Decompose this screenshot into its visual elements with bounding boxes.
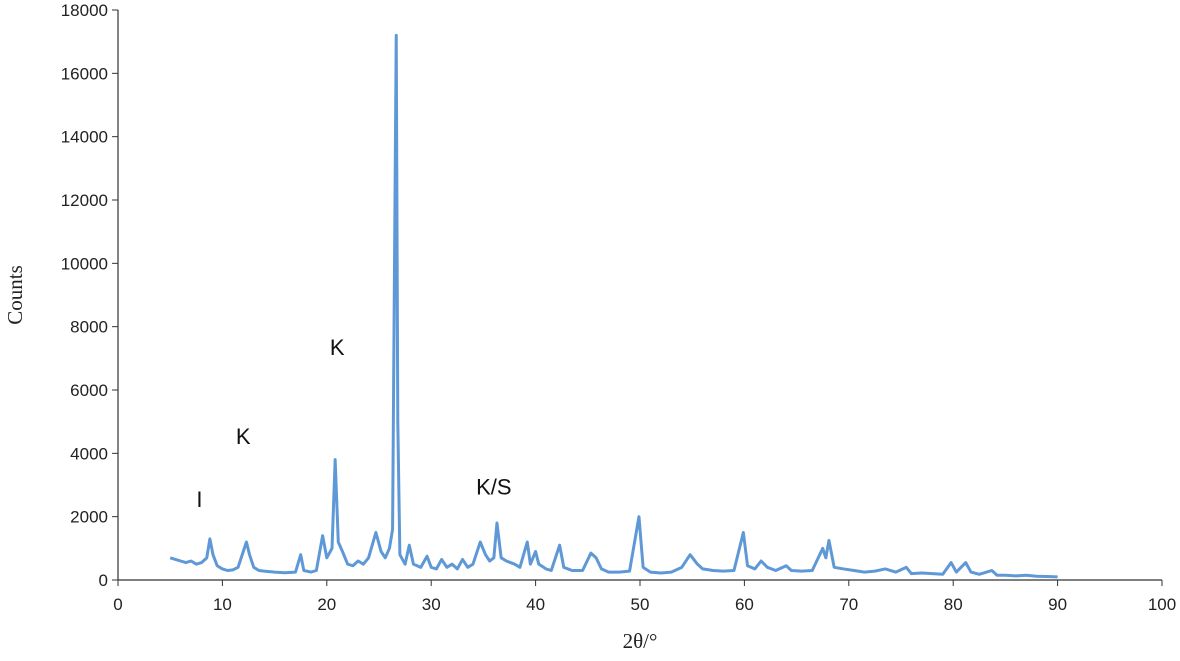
y-tick-label: 2000 — [70, 508, 108, 527]
x-tick-label: 40 — [526, 595, 545, 614]
x-tick-label: 0 — [113, 595, 122, 614]
y-tick-label: 16000 — [61, 64, 108, 83]
y-tick-label: 0 — [99, 571, 108, 590]
x-tick-label: 70 — [839, 595, 858, 614]
x-tick-label: 20 — [317, 595, 336, 614]
annotation: K/S — [476, 475, 511, 500]
y-tick-label: 12000 — [61, 191, 108, 210]
annotation: I — [196, 487, 202, 512]
x-tick-label: 50 — [631, 595, 650, 614]
y-tick-label: 6000 — [70, 381, 108, 400]
x-axis-title: 2θ/° — [623, 629, 658, 653]
y-tick-label: 18000 — [61, 1, 108, 20]
y-tick-label: 4000 — [70, 444, 108, 463]
x-tick-label: 60 — [735, 595, 754, 614]
annotation: K — [330, 335, 345, 360]
y-axis-title: Counts — [3, 265, 27, 325]
y-tick-label: 14000 — [61, 128, 108, 147]
y-tick-label: 8000 — [70, 318, 108, 337]
series-line — [169, 33, 1058, 579]
x-tick-label: 90 — [1048, 595, 1067, 614]
x-tick-label: 30 — [422, 595, 441, 614]
x-tick-label: 80 — [944, 595, 963, 614]
y-tick-label: 10000 — [61, 254, 108, 273]
annotation: K — [236, 424, 251, 449]
x-tick-label: 100 — [1148, 595, 1176, 614]
x-tick-label: 10 — [213, 595, 232, 614]
